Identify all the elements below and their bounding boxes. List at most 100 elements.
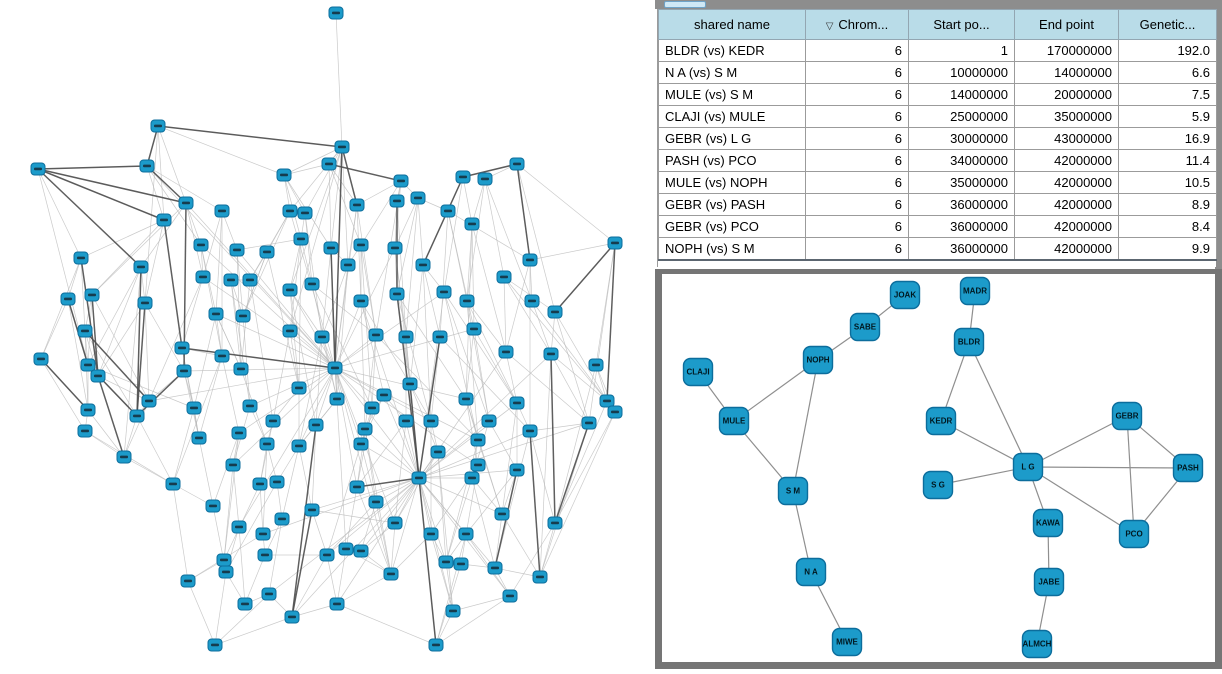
table-row[interactable]: N A (vs) S M 6 10000000 14000000 6.6 xyxy=(658,61,1217,84)
node-label-smudge xyxy=(233,248,241,252)
node-label-smudge xyxy=(333,602,341,606)
network-edge xyxy=(394,477,420,524)
network-edge-highlighted xyxy=(136,370,185,417)
node-l-g[interactable]: L G xyxy=(1012,452,1044,482)
network-edge xyxy=(157,125,165,221)
node-pco[interactable]: PCO xyxy=(1118,519,1150,549)
node-label-smudge xyxy=(444,209,452,213)
node-label-smudge xyxy=(502,350,510,354)
node-jabe[interactable]: JABE xyxy=(1033,567,1065,597)
network-edge xyxy=(148,367,336,402)
node-madr[interactable]: MADR xyxy=(959,276,991,306)
node-mule[interactable]: MULE xyxy=(718,406,750,436)
network-edge xyxy=(198,437,214,507)
table-row[interactable]: NOPH (vs) S M 6 36000000 42000000 9.9 xyxy=(658,237,1217,261)
node-gebr[interactable]: GEBR xyxy=(1111,401,1143,431)
table-row[interactable]: GEBR (vs) PASH 6 36000000 42000000 8.9 xyxy=(658,193,1217,216)
node-s-g[interactable]: S G xyxy=(922,470,954,500)
network-node-shape xyxy=(1021,629,1053,659)
node-label-smudge xyxy=(528,299,536,303)
network-edge xyxy=(465,223,473,400)
cell-value: 6 xyxy=(805,39,909,62)
network-edge xyxy=(394,197,419,249)
network-edge xyxy=(289,289,323,338)
main-network-panel[interactable] xyxy=(0,0,655,669)
edge-attribute-table-panel: shared name ▽ Chrom... Start po... End po… xyxy=(657,9,1217,267)
node-kawa[interactable]: KAWA xyxy=(1032,508,1064,538)
network-edge xyxy=(321,247,332,338)
network-edge xyxy=(539,353,552,578)
network-edge xyxy=(123,456,174,485)
network-node-shape xyxy=(849,312,881,342)
node-bldr[interactable]: BLDR xyxy=(953,327,985,357)
node-label-smudge xyxy=(229,463,237,467)
network-edge xyxy=(360,180,402,246)
network-edge xyxy=(471,477,496,569)
node-sabe[interactable]: SABE xyxy=(849,312,881,342)
main-network-canvas[interactable] xyxy=(0,0,655,669)
node-label-smudge xyxy=(184,579,192,583)
network-edge xyxy=(289,289,300,389)
network-node-label: MULE xyxy=(723,417,746,426)
network-edge xyxy=(326,554,338,605)
node-label-smudge xyxy=(481,177,489,181)
network-edge xyxy=(465,469,518,535)
network-edge xyxy=(356,204,377,336)
node-claji[interactable]: CLAJI xyxy=(682,357,714,387)
column-header-end-point[interactable]: End point xyxy=(1014,9,1119,40)
node-label-smudge xyxy=(462,397,470,401)
cell-value: 8.9 xyxy=(1118,193,1217,216)
table-row[interactable]: GEBR (vs) L G 6 30000000 43000000 16.9 xyxy=(658,127,1217,150)
network-edge xyxy=(334,367,420,479)
network-edge xyxy=(148,276,204,402)
network-edge xyxy=(550,311,556,355)
network-edge xyxy=(394,420,407,524)
table-row[interactable]: BLDR (vs) KEDR 6 1 170000000 192.0 xyxy=(658,39,1217,62)
table-row[interactable]: CLAJI (vs) MULE 6 25000000 35000000 5.9 xyxy=(658,105,1217,128)
network-edge-highlighted xyxy=(291,509,313,618)
horizontal-scrollbar-thumb[interactable] xyxy=(664,1,706,8)
network-edge xyxy=(146,165,202,246)
network-edge xyxy=(503,276,608,402)
network-edge-highlighted xyxy=(37,165,148,170)
table-row[interactable]: MULE (vs) NOPH 6 35000000 42000000 10.5 xyxy=(658,171,1217,194)
node-s-m[interactable]: S M xyxy=(777,476,809,506)
node-joak[interactable]: JOAK xyxy=(889,280,921,310)
table-row[interactable]: GEBR (vs) PCO 6 36000000 42000000 8.4 xyxy=(658,215,1217,238)
network-edge xyxy=(360,244,373,409)
network-edge xyxy=(471,223,475,330)
node-label-smudge xyxy=(357,299,365,303)
network-edge-highlighted xyxy=(550,353,556,524)
node-n-a[interactable]: N A xyxy=(795,557,827,587)
network-edge xyxy=(123,415,138,458)
network-edge-highlighted xyxy=(37,168,142,268)
table-row[interactable]: PASH (vs) PCO 6 34000000 42000000 11.4 xyxy=(658,149,1217,172)
node-label-smudge xyxy=(368,406,376,410)
column-header-genetic[interactable]: Genetic... xyxy=(1118,9,1217,40)
node-kedr[interactable]: KEDR xyxy=(925,406,957,436)
node-label-smudge xyxy=(432,643,440,647)
column-header-chromosome[interactable]: ▽ Chrom... xyxy=(805,9,909,40)
network-edge xyxy=(529,430,556,524)
sub-network-canvas[interactable]: JOAK MADR SABE BLDR NOPH CLAJI GEBR MULE KEDR L G… xyxy=(662,274,1215,662)
node-almch[interactable]: ALMCH xyxy=(1021,629,1053,659)
network-edge-highlighted xyxy=(291,424,317,618)
node-miwe[interactable]: MIWE xyxy=(831,627,863,657)
node-pash[interactable]: PASH xyxy=(1172,453,1204,483)
node-label-smudge xyxy=(261,553,269,557)
network-edge xyxy=(1027,415,1128,468)
filter-sort-icon[interactable]: ▽ xyxy=(825,21,834,32)
node-label-smudge xyxy=(241,602,249,606)
table-row[interactable]: MULE (vs) S M 6 14000000 20000000 7.5 xyxy=(658,83,1217,106)
network-edge xyxy=(418,422,590,479)
node-noph[interactable]: NOPH xyxy=(802,345,834,375)
cell-value: 10.5 xyxy=(1118,171,1217,194)
network-edge-highlighted xyxy=(40,358,89,411)
column-header-shared-name[interactable]: shared name xyxy=(658,9,806,40)
network-edge xyxy=(198,355,223,439)
network-edge xyxy=(214,593,270,646)
node-label-smudge xyxy=(84,363,92,367)
column-header-start-position[interactable]: Start po... xyxy=(908,9,1015,40)
sub-network-panel[interactable]: JOAK MADR SABE BLDR NOPH CLAJI GEBR MULE KEDR L G… xyxy=(662,274,1215,662)
network-edge-highlighted xyxy=(418,477,437,646)
